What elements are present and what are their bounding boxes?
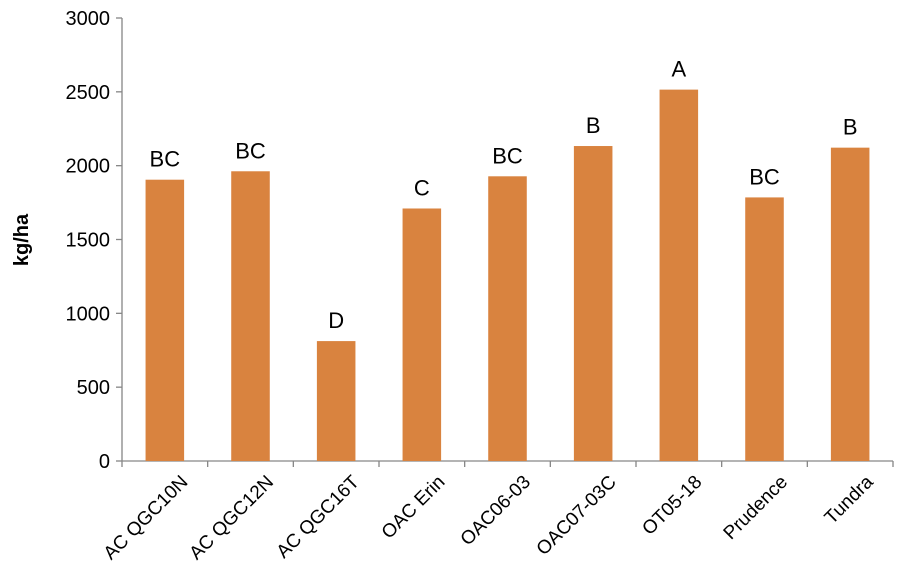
x-axis — [121, 460, 894, 467]
category-label: AC QGC16T — [273, 471, 364, 562]
y-tick-label: 1500 — [66, 230, 111, 252]
y-tick-label: 500 — [77, 377, 110, 399]
category-label: OAC Erin — [378, 472, 450, 544]
bar — [145, 179, 185, 461]
data-label: BC — [235, 138, 266, 163]
y-tick-label: 2500 — [66, 82, 111, 104]
data-label: B — [586, 113, 601, 138]
bar — [659, 89, 699, 461]
bar — [231, 171, 270, 461]
y-axis-title: kg/ha — [11, 213, 33, 266]
bar — [745, 197, 784, 462]
category-label: Tundra — [821, 471, 878, 528]
bar — [830, 147, 870, 461]
data-label: BC — [749, 164, 780, 189]
bar — [573, 146, 613, 462]
y-tick-label: 1000 — [66, 303, 111, 325]
category-label: AC QGC10N — [100, 472, 192, 564]
y-tick-label: 2000 — [66, 156, 111, 178]
bar — [316, 341, 356, 461]
y-tick-label: 3000 — [66, 8, 111, 30]
data-labels: BC BC D C BC B A BC B — [150, 57, 858, 333]
bars — [145, 89, 870, 462]
data-label: D — [328, 308, 344, 333]
data-label: BC — [150, 147, 181, 172]
bar — [488, 176, 527, 462]
data-label: C — [414, 175, 430, 200]
data-label: A — [671, 57, 686, 82]
bar — [402, 208, 442, 461]
category-label: OT05-18 — [638, 472, 706, 540]
y-tick-label: 0 — [99, 451, 110, 473]
category-label: AC QGC12N — [186, 472, 278, 564]
data-label: B — [843, 115, 858, 140]
category-label: OAC07-03C — [533, 472, 621, 560]
y-axis: 0 500 1000 1500 2000 2500 3000 — [66, 8, 123, 473]
data-label: BC — [492, 143, 523, 168]
category-label: OAC06-03 — [457, 472, 535, 550]
category-label: Prudence — [720, 472, 792, 544]
